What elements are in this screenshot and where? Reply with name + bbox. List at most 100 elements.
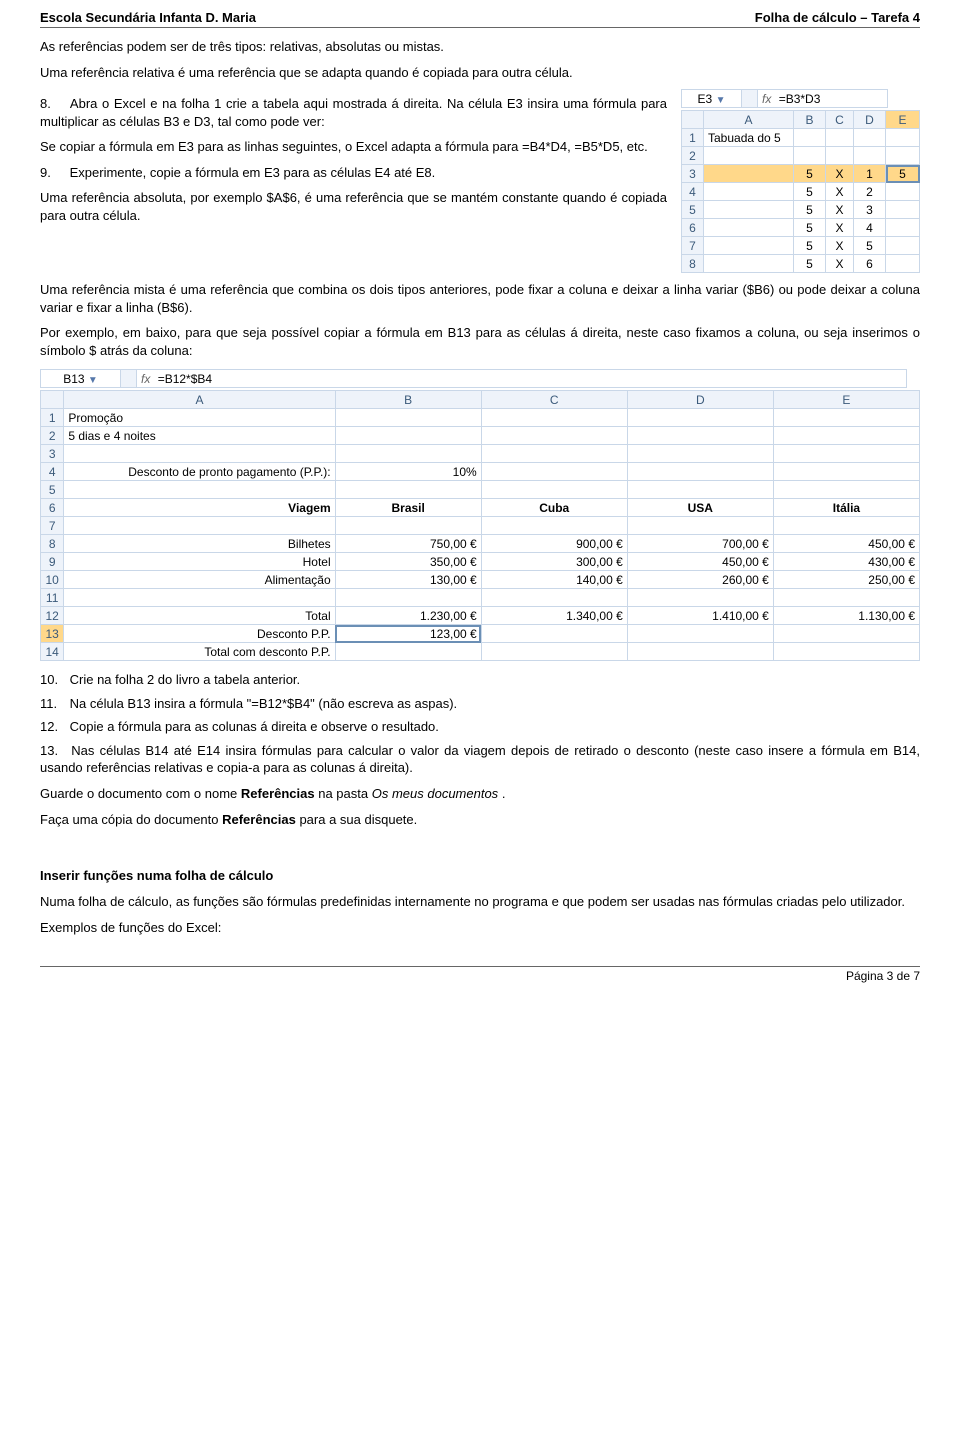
cell[interactable] (627, 643, 773, 661)
row-header[interactable]: 6 (41, 499, 64, 517)
cell[interactable] (886, 147, 920, 165)
cell[interactable]: 900,00 € (481, 535, 627, 553)
cell[interactable] (886, 201, 920, 219)
cell[interactable]: USA (627, 499, 773, 517)
row-header[interactable]: 3 (41, 445, 64, 463)
cell[interactable] (627, 481, 773, 499)
cell[interactable] (64, 481, 335, 499)
cell[interactable] (627, 409, 773, 427)
cell[interactable]: 300,00 € (481, 553, 627, 571)
col-header-B[interactable]: B (794, 111, 826, 129)
cell[interactable]: 123,00 € (335, 625, 481, 643)
cell[interactable]: 1 (854, 165, 886, 183)
cell[interactable] (886, 219, 920, 237)
cell[interactable] (64, 517, 335, 535)
cell[interactable]: 3 (854, 201, 886, 219)
cell[interactable]: 430,00 € (773, 553, 919, 571)
cell[interactable]: X (826, 255, 854, 273)
row-header[interactable]: 11 (41, 589, 64, 607)
corner-cell[interactable] (41, 391, 64, 409)
cell[interactable] (773, 427, 919, 445)
cell[interactable] (704, 147, 794, 165)
cell[interactable] (773, 409, 919, 427)
cell[interactable] (335, 481, 481, 499)
row-header[interactable]: 3 (682, 165, 704, 183)
cell[interactable]: Brasil (335, 499, 481, 517)
cell[interactable]: 2 (854, 183, 886, 201)
cell[interactable]: Hotel (64, 553, 335, 571)
cell[interactable]: 130,00 € (335, 571, 481, 589)
col-header-A[interactable]: A (64, 391, 335, 409)
cell[interactable]: Tabuada do 5 (704, 129, 794, 147)
cell[interactable] (854, 147, 886, 165)
cell[interactable] (481, 427, 627, 445)
cell[interactable] (335, 427, 481, 445)
row-header[interactable]: 7 (682, 237, 704, 255)
cell[interactable]: 450,00 € (627, 553, 773, 571)
cell[interactable] (704, 219, 794, 237)
row-header[interactable]: 12 (41, 607, 64, 625)
row-header[interactable]: 8 (682, 255, 704, 273)
cell[interactable] (854, 129, 886, 147)
cell[interactable]: Total com desconto P.P. (64, 643, 335, 661)
cell[interactable] (335, 409, 481, 427)
cell[interactable] (335, 589, 481, 607)
cell[interactable] (773, 463, 919, 481)
cell[interactable]: 250,00 € (773, 571, 919, 589)
cell[interactable] (826, 129, 854, 147)
cell[interactable]: 1.130,00 € (773, 607, 919, 625)
cell[interactable] (704, 201, 794, 219)
cell[interactable] (627, 427, 773, 445)
cell[interactable]: 1.340,00 € (481, 607, 627, 625)
cell[interactable] (64, 589, 335, 607)
cell[interactable] (627, 445, 773, 463)
cell[interactable]: 5 (794, 201, 826, 219)
cell[interactable]: Promoção (64, 409, 335, 427)
cell[interactable] (335, 445, 481, 463)
excel-mini-grid[interactable]: ABCDE1Tabuada do 5235X1545X255X365X475X5… (681, 110, 920, 273)
cell[interactable] (886, 183, 920, 201)
cell[interactable] (704, 183, 794, 201)
cell[interactable]: 750,00 € (335, 535, 481, 553)
row-header[interactable]: 9 (41, 553, 64, 571)
cell[interactable]: 10% (335, 463, 481, 481)
cell[interactable]: X (826, 165, 854, 183)
corner-cell[interactable] (682, 111, 704, 129)
col-header-D[interactable]: D (627, 391, 773, 409)
cell[interactable]: 5 (854, 237, 886, 255)
cell[interactable]: 450,00 € (773, 535, 919, 553)
row-header[interactable]: 14 (41, 643, 64, 661)
cell[interactable]: 260,00 € (627, 571, 773, 589)
cell[interactable] (481, 445, 627, 463)
cell[interactable]: 700,00 € (627, 535, 773, 553)
cell[interactable]: 4 (854, 219, 886, 237)
cell[interactable] (773, 445, 919, 463)
row-header[interactable]: 13 (41, 625, 64, 643)
formula-cell[interactable]: fx =B3*D3 (758, 90, 888, 108)
namebox-cell[interactable]: E3 ▼ (682, 90, 742, 108)
cell[interactable]: 5 (794, 219, 826, 237)
cell[interactable] (826, 147, 854, 165)
cell[interactable]: 5 (794, 237, 826, 255)
col-header-C[interactable]: C (826, 111, 854, 129)
col-header-E[interactable]: E (886, 111, 920, 129)
cell[interactable] (481, 589, 627, 607)
col-header-E[interactable]: E (773, 391, 919, 409)
cell[interactable]: Bilhetes (64, 535, 335, 553)
cell[interactable]: 1.230,00 € (335, 607, 481, 625)
cell[interactable] (335, 643, 481, 661)
cell[interactable]: 6 (854, 255, 886, 273)
cell[interactable] (627, 463, 773, 481)
cell[interactable] (627, 517, 773, 535)
cell[interactable] (481, 481, 627, 499)
cell[interactable]: Alimentação (64, 571, 335, 589)
cell[interactable]: 350,00 € (335, 553, 481, 571)
cell[interactable]: X (826, 219, 854, 237)
cell[interactable] (481, 409, 627, 427)
cell[interactable]: 1.410,00 € (627, 607, 773, 625)
col-header-C[interactable]: C (481, 391, 627, 409)
col-header-A[interactable]: A (704, 111, 794, 129)
cell[interactable]: X (826, 237, 854, 255)
cell[interactable] (773, 517, 919, 535)
row-header[interactable]: 2 (41, 427, 64, 445)
